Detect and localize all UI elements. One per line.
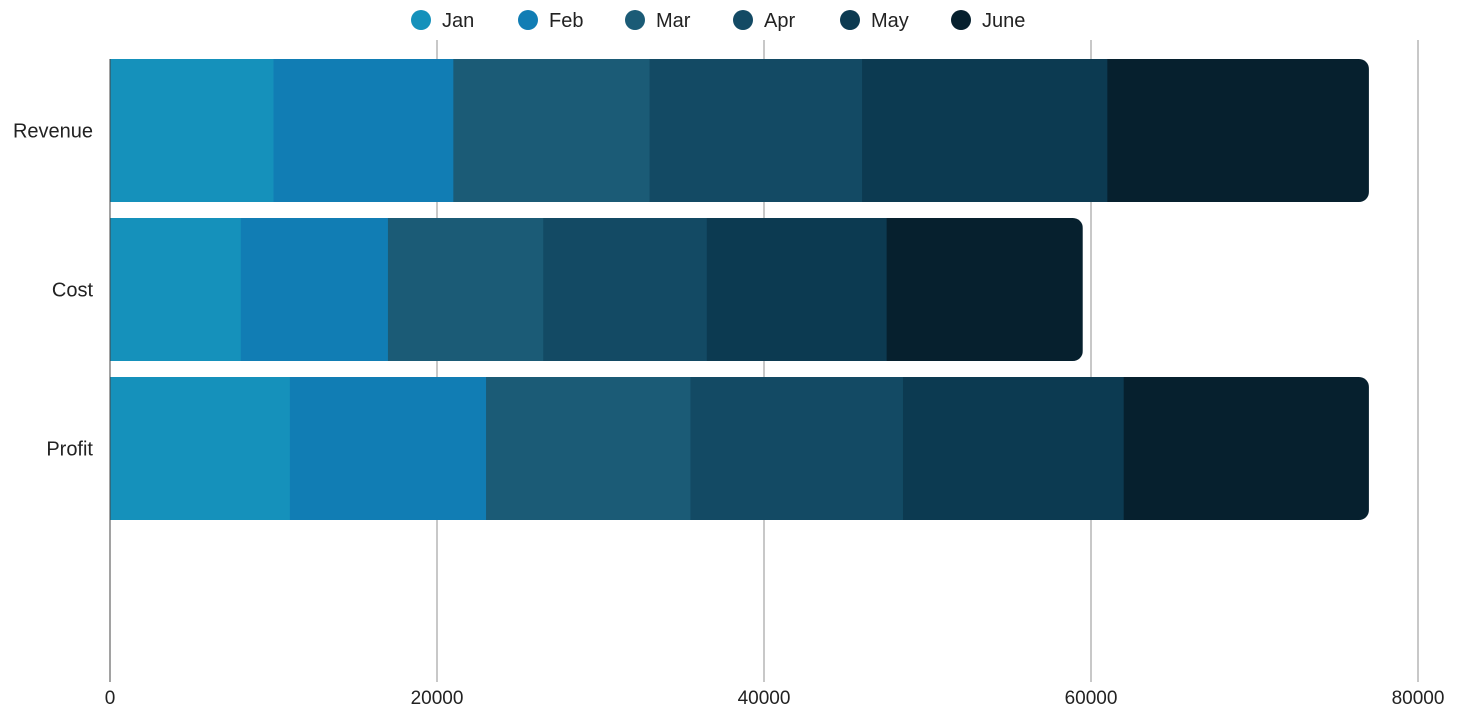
bar-segment-revenue-may [862,59,1108,202]
legend-item-jan: Jan [411,10,474,32]
bar-segment-revenue-apr [649,59,863,202]
bar-segment-revenue-mar [453,59,651,202]
x-tick-label: 60000 [1065,688,1118,709]
x-tick-label: 20000 [411,688,464,709]
legend-swatch [840,10,860,30]
bar-segment-revenue-june [1107,59,1369,202]
legend-swatch [518,10,538,30]
legend-label: Feb [549,10,583,32]
bar-row-revenue [110,59,1369,202]
legend-item-june: June [951,10,1025,32]
bar-segment-profit-mar [486,377,691,520]
legend-item-mar: Mar [625,10,691,32]
legend-item-apr: Apr [733,10,795,32]
category-label: Profit [46,439,93,461]
bar-row-cost [110,218,1083,361]
bar-series [110,59,1369,520]
bar-segment-profit-feb [289,377,487,520]
legend-swatch [625,10,645,30]
bar-segment-cost-june [886,218,1083,361]
legend-label: Mar [656,10,691,32]
bar-segment-profit-apr [690,377,904,520]
bar-segment-revenue-feb [273,59,454,202]
category-labels: Revenue Cost Profit [13,121,94,461]
bar-segment-cost-feb [240,218,389,361]
x-tick-label: 0 [105,688,116,709]
legend-label: Jan [442,10,474,32]
bar-row-profit [110,377,1369,520]
legend-label: June [982,10,1025,32]
bar-segment-profit-june [1123,377,1369,520]
legend-swatch [951,10,971,30]
legend-swatch [733,10,753,30]
bar-segment-cost-jan [110,218,242,361]
bar-segment-revenue-jan [110,59,274,202]
x-tick-label: 80000 [1392,688,1445,709]
bar-segment-profit-may [902,377,1125,520]
category-label: Revenue [13,121,93,143]
legend-swatch [411,10,431,30]
x-axis-ticks: 0 20000 40000 60000 80000 [105,688,1445,709]
category-label: Cost [52,280,94,302]
legend-item-feb: Feb [518,10,583,32]
legend-label: Apr [764,10,795,32]
bar-segment-profit-jan [110,377,291,520]
bar-segment-cost-may [706,218,888,361]
legend-label: May [871,10,909,32]
bar-segment-cost-mar [387,218,544,361]
chart-legend: Jan Feb Mar Apr May June [411,10,1025,32]
x-tick-label: 40000 [738,688,791,709]
legend-item-may: May [840,10,909,32]
bar-segment-cost-apr [543,218,708,361]
